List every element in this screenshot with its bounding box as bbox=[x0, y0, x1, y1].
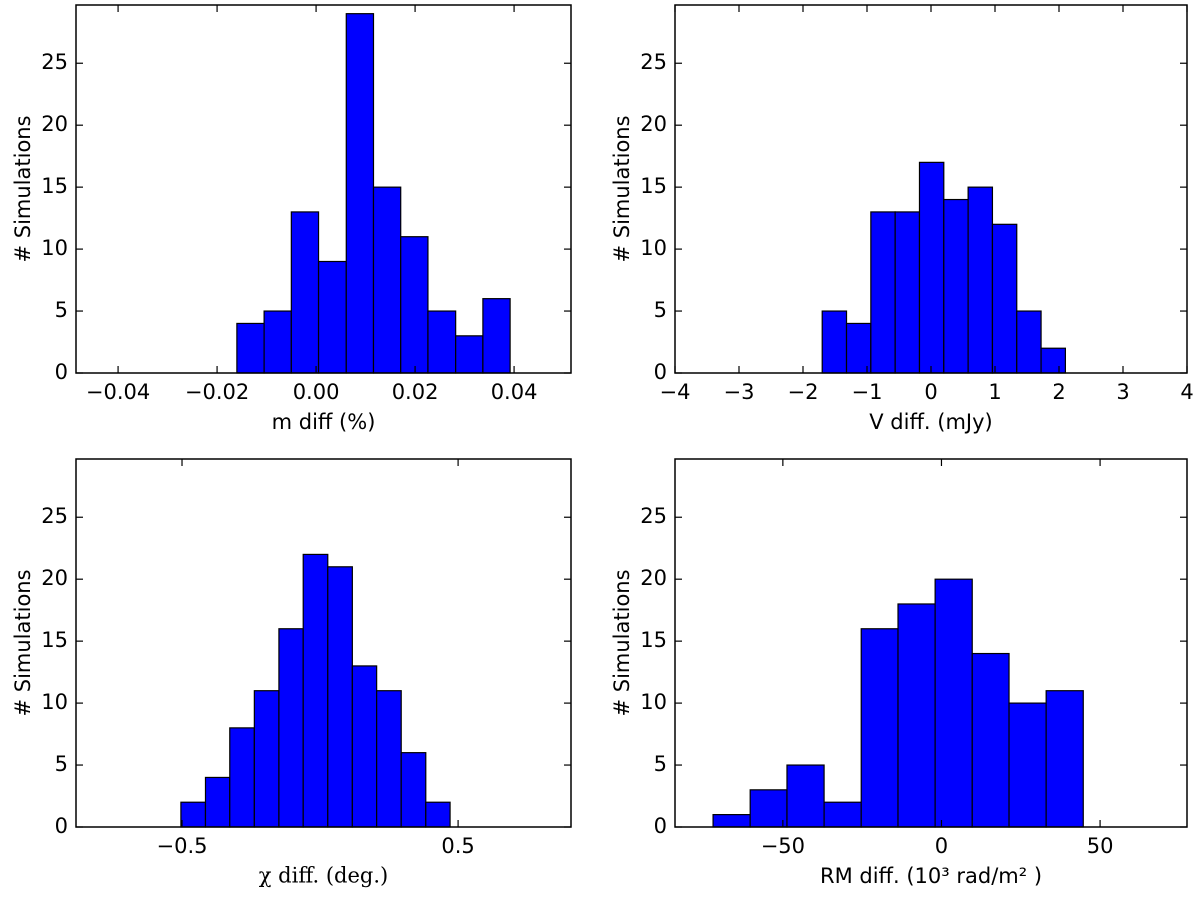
x-tick-label: 0.02 bbox=[392, 380, 439, 404]
y-tick-label: 20 bbox=[640, 112, 667, 136]
x-tick-label: −50 bbox=[761, 834, 805, 858]
bar bbox=[372, 186, 402, 374]
bar bbox=[427, 310, 457, 374]
bar bbox=[821, 310, 848, 374]
bar bbox=[425, 801, 451, 828]
bar bbox=[1008, 702, 1047, 828]
bar bbox=[400, 752, 427, 828]
x-tick-label: −0.04 bbox=[86, 380, 150, 404]
bar bbox=[934, 578, 973, 828]
bar bbox=[290, 211, 320, 374]
y-tick-label: 15 bbox=[41, 174, 68, 198]
x-axis-label: V diff. (mJy) bbox=[869, 410, 993, 434]
bar bbox=[897, 603, 936, 828]
x-tick-label: 1 bbox=[988, 380, 1001, 404]
axes-frame bbox=[75, 458, 572, 828]
bar bbox=[327, 566, 353, 828]
x-tick-label: −0.02 bbox=[185, 380, 249, 404]
y-tick-label: 5 bbox=[55, 298, 68, 322]
bar bbox=[482, 298, 511, 374]
x-tick-label: −2 bbox=[788, 380, 819, 404]
x-tick-label: 0.5 bbox=[441, 834, 474, 858]
y-tick-label: 0 bbox=[55, 814, 68, 838]
x-tick-label: 0 bbox=[924, 380, 937, 404]
bar bbox=[943, 198, 969, 374]
y-tick-label: 0 bbox=[55, 360, 68, 384]
bar bbox=[894, 211, 921, 374]
bar bbox=[1045, 690, 1084, 828]
bar bbox=[823, 801, 862, 828]
bar bbox=[749, 789, 788, 828]
bar bbox=[1016, 310, 1042, 374]
y-tick-label: 10 bbox=[41, 236, 68, 260]
y-tick-label: 20 bbox=[41, 566, 68, 590]
bar bbox=[786, 764, 825, 828]
y-axis-label: # Simulations bbox=[610, 569, 634, 716]
y-tick-label: 0 bbox=[654, 814, 667, 838]
bar bbox=[229, 727, 255, 828]
bar bbox=[376, 690, 402, 828]
y-tick-label: 25 bbox=[640, 504, 667, 528]
y-tick-label: 25 bbox=[41, 504, 68, 528]
y-tick-label: 0 bbox=[654, 360, 667, 384]
x-axis-label: m diff (%) bbox=[272, 410, 376, 434]
axes-frame bbox=[674, 458, 1188, 828]
bar bbox=[236, 322, 265, 374]
bar bbox=[712, 814, 751, 828]
bar bbox=[204, 776, 231, 828]
x-tick-label: 0.04 bbox=[491, 380, 538, 404]
y-tick-label: 20 bbox=[41, 112, 68, 136]
y-tick-label: 10 bbox=[41, 690, 68, 714]
x-tick-label: −4 bbox=[660, 380, 691, 404]
bar bbox=[317, 260, 347, 374]
y-tick-label: 5 bbox=[55, 752, 68, 776]
y-tick-label: 15 bbox=[640, 174, 667, 198]
y-tick-label: 25 bbox=[640, 50, 667, 74]
x-tick-label: 50 bbox=[1087, 834, 1114, 858]
x-tick-label: −3 bbox=[724, 380, 755, 404]
y-axis-label: # Simulations bbox=[11, 115, 35, 262]
x-tick-label: 2 bbox=[1052, 380, 1065, 404]
bar bbox=[870, 211, 896, 374]
x-tick-label: 0.00 bbox=[293, 380, 340, 404]
bar bbox=[351, 665, 378, 828]
y-axis-label: # Simulations bbox=[610, 115, 634, 262]
y-tick-label: 5 bbox=[654, 752, 667, 776]
bar bbox=[991, 223, 1018, 374]
bar bbox=[180, 801, 207, 828]
bar bbox=[918, 161, 945, 374]
x-tick-label: 3 bbox=[1116, 380, 1129, 404]
y-tick-label: 25 bbox=[41, 50, 68, 74]
y-tick-label: 20 bbox=[640, 566, 667, 590]
x-tick-label: 4 bbox=[1180, 380, 1193, 404]
x-tick-label: 0 bbox=[935, 834, 948, 858]
bar bbox=[967, 186, 994, 374]
y-tick-label: 10 bbox=[640, 236, 667, 260]
x-tick-label: −0.5 bbox=[157, 834, 208, 858]
y-tick-label: 15 bbox=[41, 628, 68, 652]
bar bbox=[860, 628, 899, 828]
axes-frame bbox=[75, 4, 572, 374]
bar bbox=[400, 236, 429, 374]
bar bbox=[278, 628, 304, 828]
x-tick-label: −1 bbox=[852, 380, 883, 404]
y-tick-label: 5 bbox=[654, 298, 667, 322]
bar bbox=[345, 13, 375, 374]
bar bbox=[263, 310, 292, 374]
bar bbox=[971, 652, 1010, 828]
x-axis-label: RM diff. (10³ rad/m² ) bbox=[820, 864, 1042, 888]
bar bbox=[1040, 347, 1066, 374]
bar bbox=[455, 335, 484, 374]
bar bbox=[302, 553, 329, 828]
y-axis-label: # Simulations bbox=[11, 569, 35, 716]
bar bbox=[253, 690, 280, 828]
x-axis-label: χ diff. (deg.) bbox=[259, 864, 388, 888]
bar bbox=[845, 322, 872, 374]
y-tick-label: 15 bbox=[640, 628, 667, 652]
y-tick-label: 10 bbox=[640, 690, 667, 714]
